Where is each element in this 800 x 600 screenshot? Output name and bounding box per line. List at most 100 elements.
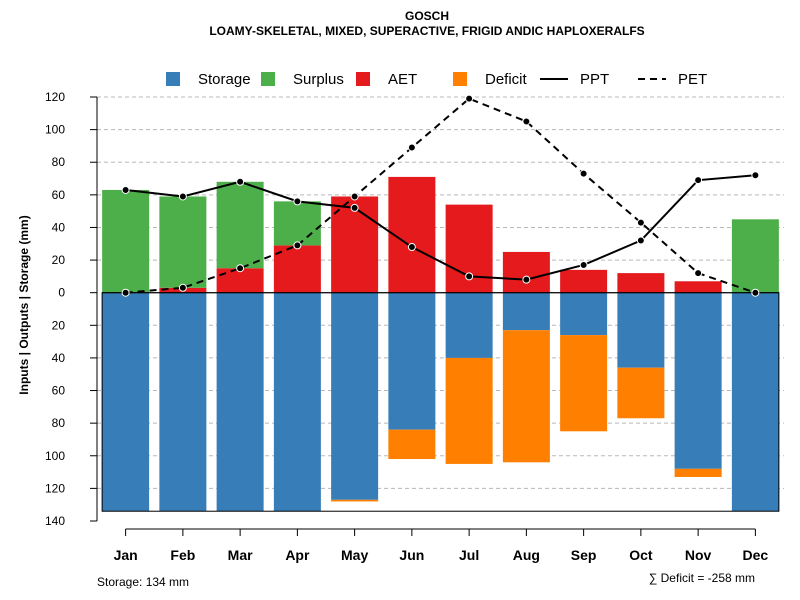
legend: Storage Surplus AET Deficit PPT PET — [166, 71, 707, 88]
aet-bar — [674, 281, 722, 293]
ppt-point — [636, 236, 645, 245]
storage-bar — [273, 292, 321, 512]
ppt-point — [407, 243, 416, 252]
x-tick-label: May — [341, 547, 368, 563]
legend-label-aet: AET — [388, 71, 417, 88]
ppt-point — [178, 192, 187, 201]
storage-footnote: Storage: 134 mm — [97, 575, 189, 589]
legend-swatch-storage — [166, 72, 180, 86]
pet-point — [465, 94, 474, 103]
pet-point — [407, 143, 416, 152]
deficit-bar — [560, 335, 608, 432]
ppt-point — [579, 260, 588, 269]
pet-point — [636, 218, 645, 227]
pet-point — [121, 288, 130, 297]
legend-swatch-deficit — [453, 72, 467, 86]
pet-point — [579, 169, 588, 178]
pet-point — [236, 264, 245, 273]
surplus-bar — [102, 189, 150, 293]
legend-swatch-surplus — [261, 72, 275, 86]
y-tick-label: 120 — [45, 90, 65, 104]
y-tick-label: 140 — [45, 514, 65, 528]
storage-bar — [502, 292, 550, 331]
storage-bar — [388, 292, 436, 430]
y-tick-label: 100 — [45, 123, 65, 137]
pet-point — [522, 117, 531, 126]
storage-bar — [445, 292, 493, 358]
legend-label-deficit: Deficit — [485, 71, 528, 88]
pet-point — [350, 192, 359, 201]
surplus-bar — [216, 181, 264, 269]
aet-bar — [388, 176, 436, 293]
y-tick-label: 120 — [45, 481, 65, 495]
y-tick-label: 40 — [52, 220, 66, 234]
ppt-point — [121, 185, 130, 194]
legend-label-surplus: Surplus — [293, 71, 344, 88]
axes: 120 100 80 60 40 20 0 20 40 60 80 100 120 140 Jan Feb Ma… — [45, 90, 768, 563]
aet-bar — [617, 273, 665, 293]
ppt-point — [751, 171, 760, 180]
y-tick-label: 80 — [52, 416, 66, 430]
storage-bar — [102, 292, 150, 512]
pet-point — [751, 288, 760, 297]
ppt-point — [522, 275, 531, 284]
x-tick-label: Nov — [685, 547, 712, 563]
deficit-bar — [331, 499, 379, 502]
ppt-point — [236, 177, 245, 186]
x-tick-label: Feb — [170, 547, 195, 563]
legend-swatch-aet — [356, 72, 370, 86]
pet-point — [293, 241, 302, 250]
storage-bar — [674, 292, 722, 469]
ppt-point — [694, 176, 703, 185]
storage-bar — [731, 292, 779, 512]
legend-label-storage: Storage — [198, 71, 251, 88]
aet-bar — [560, 269, 608, 293]
x-tick-label: Jun — [399, 547, 424, 563]
ppt-line — [125, 174, 756, 281]
pet-point — [178, 283, 187, 292]
storage-bar — [216, 292, 264, 512]
y-tick-label: 60 — [52, 384, 66, 398]
aet-bar — [216, 268, 264, 293]
deficit-bar — [502, 330, 550, 463]
y-tick-label: 20 — [52, 253, 66, 267]
deficit-bar — [674, 468, 722, 477]
surplus-bar — [731, 219, 779, 293]
x-tick-label: Jan — [114, 547, 138, 563]
aet-bar — [273, 245, 321, 293]
y-tick-label: 20 — [52, 318, 66, 332]
pet-point — [694, 269, 703, 278]
y-tick-label: 0 — [58, 286, 65, 300]
ppt-point — [465, 272, 474, 281]
surplus-bar — [159, 196, 207, 288]
x-tick-label: Mar — [228, 547, 253, 563]
x-tick-label: Apr — [285, 547, 310, 563]
y-tick-label: 100 — [45, 449, 65, 463]
y-tick-label: 40 — [52, 351, 66, 365]
deficit-bar — [388, 429, 436, 460]
x-tick-label: Oct — [629, 547, 653, 563]
chart-title: GOSCH — [405, 9, 449, 23]
y-tick-label: 60 — [52, 188, 66, 202]
gridlines — [97, 96, 784, 489]
storage-bar — [617, 292, 665, 368]
aet-bar — [502, 251, 550, 293]
y-tick-label: 80 — [52, 155, 66, 169]
aet-bar — [331, 196, 379, 293]
deficit-bar — [617, 367, 665, 419]
ppt-point — [293, 197, 302, 206]
deficit-footnote: ∑ Deficit = -258 mm — [649, 571, 755, 585]
legend-label-pet: PET — [678, 71, 707, 88]
chart-subtitle: LOAMY-SKELETAL, MIXED, SUPERACTIVE, FRIG… — [209, 24, 644, 38]
bars — [101, 176, 780, 512]
x-tick-label: Aug — [513, 547, 540, 563]
x-tick-label: Sep — [571, 547, 597, 563]
deficit-bar — [445, 357, 493, 464]
x-tick-label: Jul — [459, 547, 479, 563]
storage-bar — [159, 292, 207, 512]
surplus-bar — [273, 201, 321, 246]
series-lines — [121, 94, 760, 297]
x-tick-label: Dec — [743, 547, 769, 563]
storage-bar — [560, 292, 608, 336]
